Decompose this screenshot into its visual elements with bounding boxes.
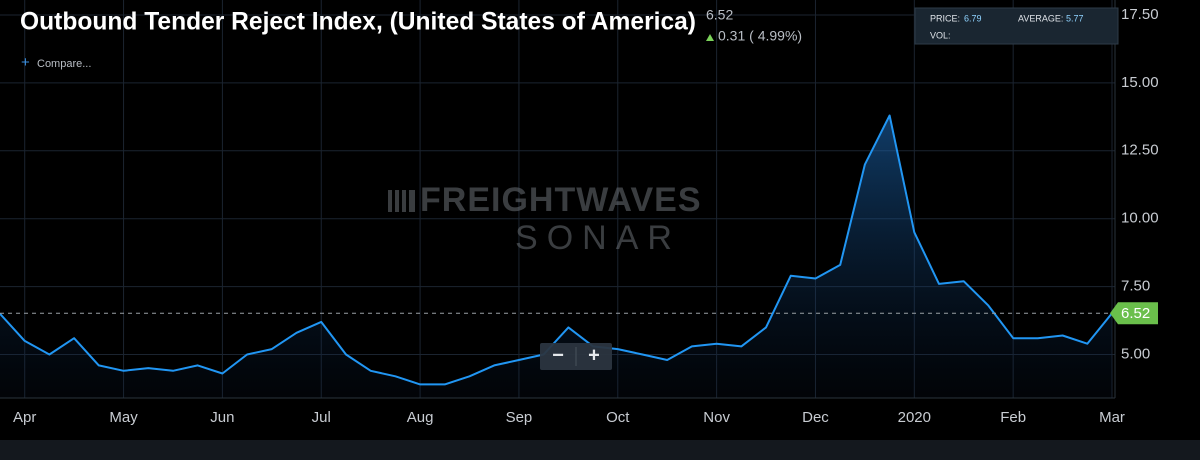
average-value: 5.77 bbox=[1066, 13, 1084, 23]
x-tick-label: Sep bbox=[506, 409, 533, 426]
y-tick-label: 7.50 bbox=[1121, 278, 1150, 295]
line bbox=[0, 114, 1113, 386]
x-tick-label: 2020 bbox=[898, 409, 931, 426]
price-value: 6.79 bbox=[964, 13, 982, 23]
y-tick-label: 5.00 bbox=[1121, 346, 1150, 363]
vol-label: VOL: bbox=[930, 30, 951, 40]
watermark-logo bbox=[388, 190, 415, 212]
y-tick-label: 17.50 bbox=[1121, 6, 1159, 23]
chart-title: Outbound Tender Reject Index, (United St… bbox=[20, 8, 696, 36]
area bbox=[0, 115, 1112, 398]
change-text: 0.31 ( 4.99%) bbox=[718, 28, 802, 44]
x-tick-label: Mar bbox=[1099, 409, 1125, 426]
x-tick-label: Oct bbox=[606, 409, 630, 426]
header-last-value: 6.52 bbox=[706, 7, 733, 23]
y-tick-label: 12.50 bbox=[1121, 142, 1159, 159]
plot bbox=[0, 114, 1115, 398]
y-tick-label: 10.00 bbox=[1121, 210, 1159, 227]
price-label: PRICE: bbox=[930, 13, 960, 23]
info-box-bg bbox=[914, 7, 1119, 45]
last-value-tag bbox=[1110, 302, 1158, 325]
zoom-in-button[interactable]: + bbox=[588, 344, 600, 366]
compare-button[interactable]: + Compare... bbox=[21, 54, 91, 71]
x-tick-label: Feb bbox=[1000, 409, 1026, 426]
zoom-out-button[interactable]: − bbox=[552, 344, 564, 366]
info-box: PRICE: 6.79 AVERAGE: 5.77 VOL: bbox=[914, 7, 1119, 45]
x-tick-label: Jul bbox=[312, 409, 331, 426]
compare-label[interactable]: Compare... bbox=[37, 58, 91, 70]
overlay: 5.00 7.50 10.00 12.50 15.00 17.50 Apr May Jun Jul… bbox=[13, 6, 1159, 426]
zoom-control: − + bbox=[540, 343, 612, 370]
watermark: FREIGHTWAVES SONAR bbox=[388, 181, 702, 257]
x-tick-label: Dec bbox=[802, 409, 829, 426]
x-tick-label: May bbox=[109, 409, 138, 426]
x-tick-label: Nov bbox=[703, 409, 730, 426]
grid bbox=[0, 0, 1115, 398]
average-label: AVERAGE: bbox=[1018, 13, 1063, 23]
x-tick-label: Jun bbox=[210, 409, 234, 426]
y-tick-label: 15.00 bbox=[1121, 74, 1159, 91]
up-arrow bbox=[706, 34, 714, 41]
bottom-strip bbox=[0, 440, 1200, 460]
last-value-label: 6.52 bbox=[1121, 305, 1150, 322]
x-tick-label: Aug bbox=[407, 409, 434, 426]
watermark-top: FREIGHTWAVES bbox=[420, 181, 702, 219]
compare-plus: + bbox=[21, 54, 30, 71]
x-tick-label: Apr bbox=[13, 409, 36, 426]
watermark-bottom: SONAR bbox=[515, 219, 681, 257]
